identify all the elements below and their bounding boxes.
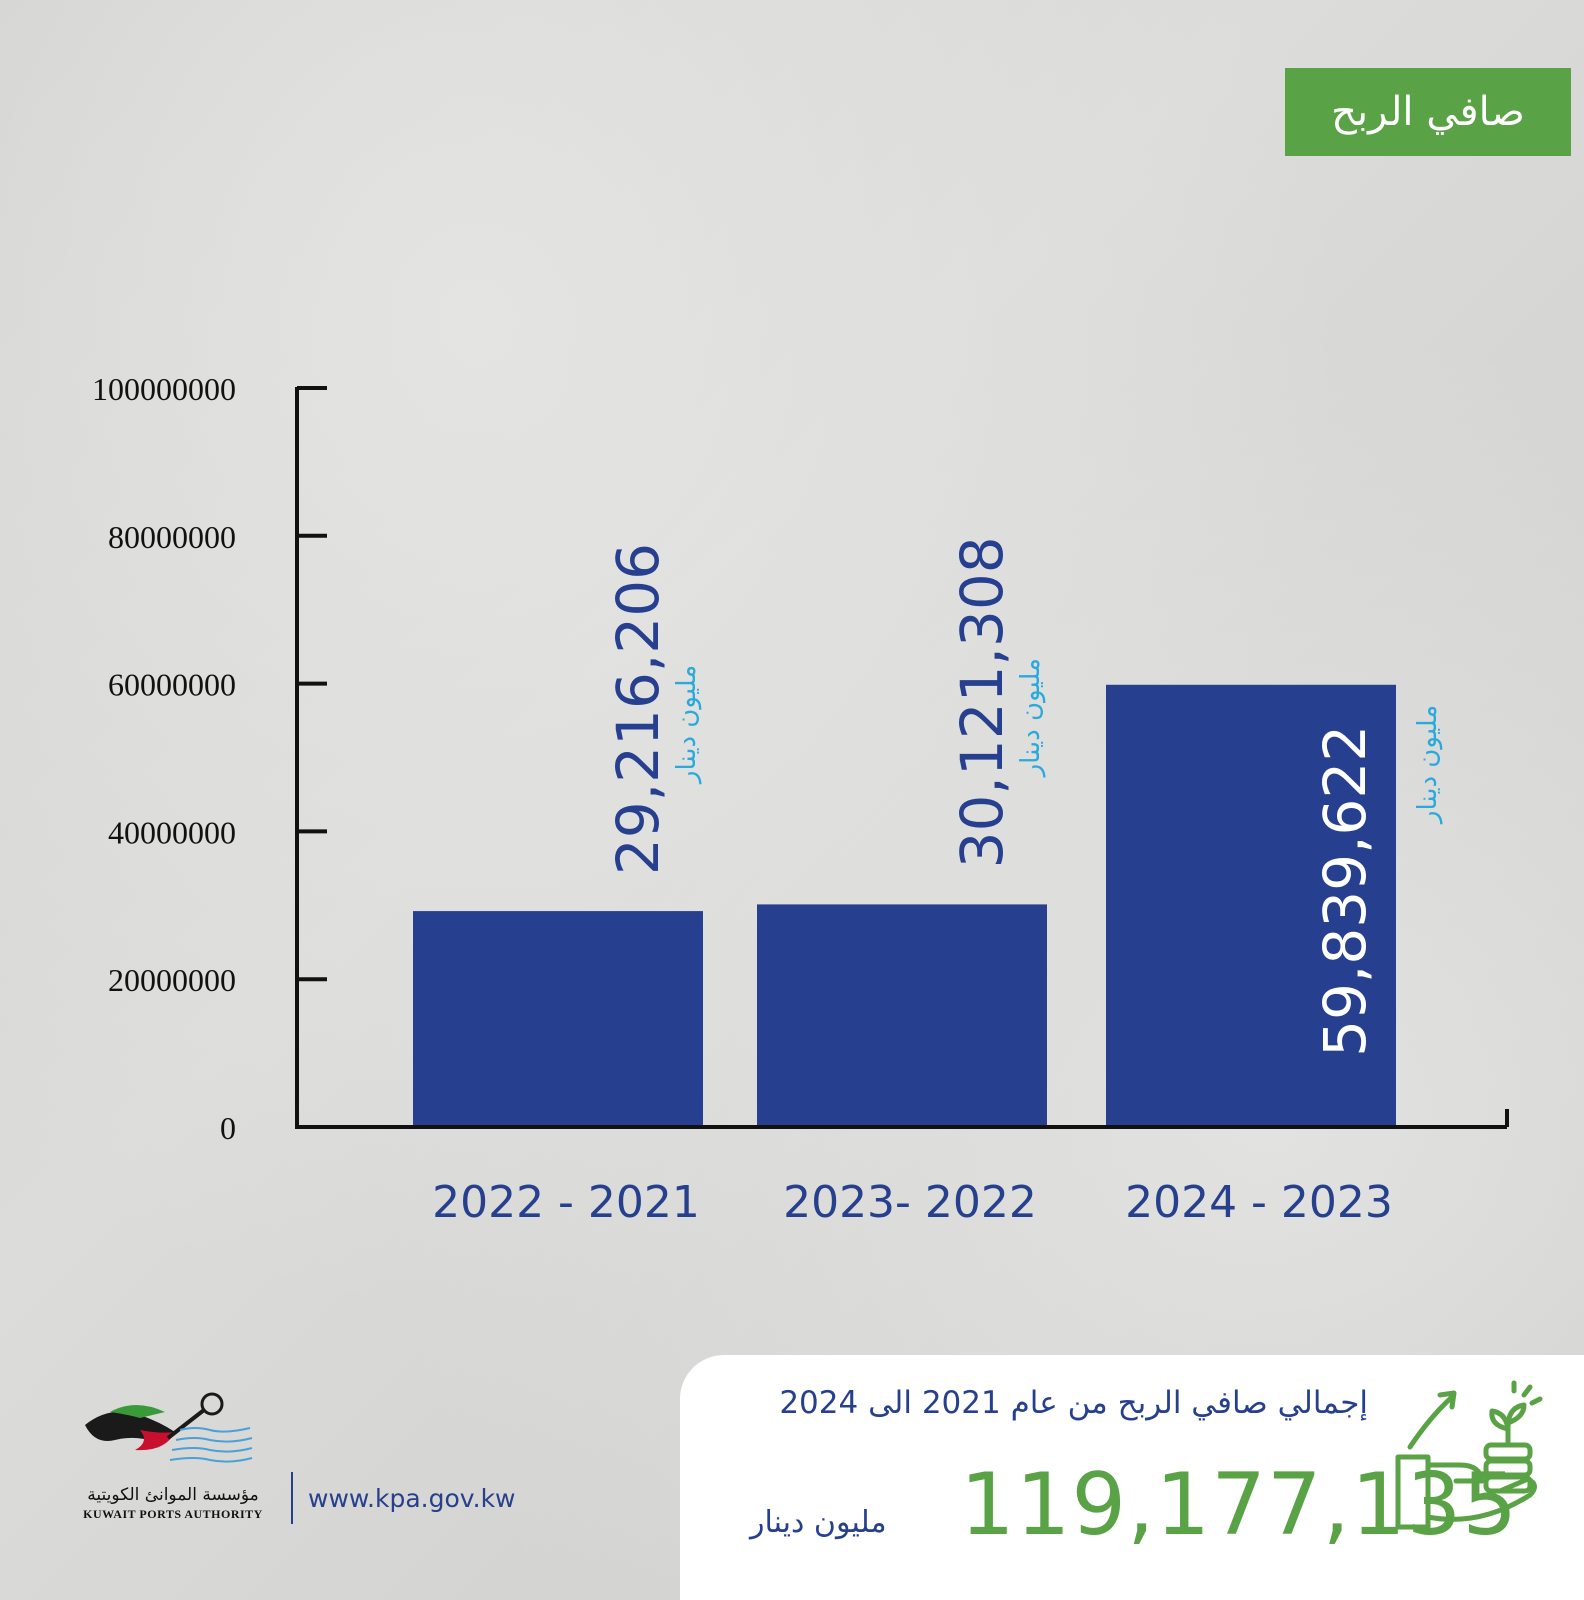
chart-axes <box>295 387 1509 1129</box>
total-value: 119,177,135 <box>960 1455 1519 1555</box>
total-unit: مليون دينار <box>750 1505 887 1540</box>
x-tick-label: 2024 - 2023 <box>1125 1177 1393 1228</box>
unit-label: مليون دينار <box>1016 658 1046 778</box>
org-name-en: KUWAIT PORTS AUTHORITY <box>83 1507 263 1521</box>
y-tick-label: 60000000 <box>108 667 236 703</box>
value-label: 59,839,622 <box>1311 725 1379 1057</box>
bar <box>757 904 1047 1125</box>
x-tick-label: 2022 - 2021 <box>432 1177 700 1228</box>
bars <box>413 684 1396 1125</box>
value-label: 29,216,206 <box>604 543 672 875</box>
x-tick-label: 2023- 2022 <box>783 1177 1037 1228</box>
org-name-ar: مؤسسة الموانئ الكويتية <box>87 1485 259 1505</box>
value-label: 30,121,308 <box>948 536 1016 868</box>
y-ticks: 0 20000000 40000000 60000000 80000000 1000000… <box>92 371 327 1146</box>
y-tick-label: 80000000 <box>108 519 236 555</box>
page-title: صافي الربح <box>1285 68 1571 156</box>
footer-divider <box>291 1472 293 1524</box>
kpa-logo-icon <box>85 1392 253 1463</box>
bar <box>413 911 703 1125</box>
y-tick-label: 0 <box>220 1110 236 1146</box>
y-tick-label: 20000000 <box>108 962 236 998</box>
total-panel: إجمالي صافي الربح من عام 2021 الى 2024 1… <box>680 1355 1584 1600</box>
growth-hand-coins-icon <box>1395 1380 1543 1530</box>
bar-chart: 0 20000000 40000000 60000000 80000000 1000000… <box>92 371 1509 1228</box>
total-caption: إجمالي صافي الربح من عام 2021 الى 2024 <box>779 1385 1368 1421</box>
bar <box>1106 684 1396 1125</box>
unit-label: مليون دينار <box>1413 705 1443 825</box>
website-link[interactable]: www.kpa.gov.kw <box>308 1484 516 1513</box>
y-tick-label: 100000000 <box>92 371 236 407</box>
unit-label: مليون دينار <box>672 665 702 785</box>
y-tick-label: 40000000 <box>108 814 236 850</box>
